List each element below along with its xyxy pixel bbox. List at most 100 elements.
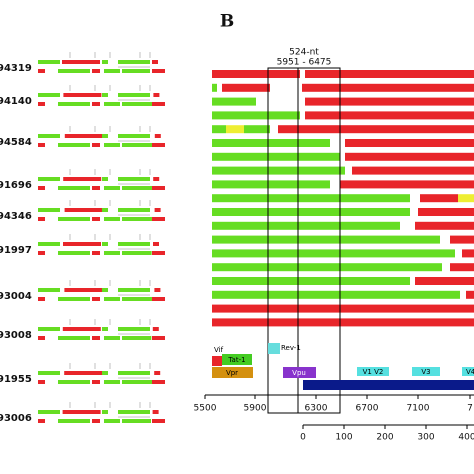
segment [340, 180, 474, 189]
segment [102, 288, 108, 292]
segment [38, 217, 45, 221]
segment [212, 111, 300, 120]
segment [102, 242, 108, 246]
gene-label: V1 V2 [363, 368, 384, 376]
segment [92, 297, 100, 301]
segment [305, 111, 474, 120]
segment [152, 60, 158, 64]
segment [102, 410, 108, 414]
segment [122, 69, 150, 73]
segment [58, 186, 90, 190]
segment [122, 102, 153, 106]
segment [345, 139, 474, 147]
segment [58, 217, 90, 221]
segment [466, 290, 474, 299]
segment [152, 419, 165, 423]
tick-label: 7100 [407, 404, 430, 414]
gene-label: Tat-1 [227, 356, 245, 364]
segment [38, 69, 45, 73]
segment [152, 186, 165, 190]
segment [154, 208, 161, 212]
segment [62, 327, 101, 331]
segment [118, 288, 150, 292]
segment [58, 143, 90, 147]
window-length: 524-nt [289, 48, 319, 58]
segment [153, 93, 160, 97]
tick-label: 7 [467, 404, 473, 414]
gene-box [212, 356, 222, 366]
segment [152, 336, 165, 340]
segment [38, 93, 60, 97]
gene-label: Vif [214, 346, 224, 354]
segment [58, 69, 90, 73]
segment [38, 242, 60, 246]
tick-label: 6700 [356, 404, 379, 414]
window-box [267, 67, 341, 414]
segment [92, 69, 100, 73]
segment [102, 371, 108, 375]
segment [104, 102, 120, 106]
segment [305, 70, 474, 78]
segment [153, 242, 159, 246]
segment [38, 380, 45, 384]
segment [345, 152, 474, 161]
segment [62, 410, 101, 414]
segment [305, 97, 474, 106]
segment [104, 143, 120, 147]
tick-label: 0 [300, 433, 306, 443]
segment [63, 93, 102, 97]
segment [122, 380, 154, 384]
segment [420, 194, 458, 203]
segment [58, 419, 90, 423]
sample-label: 94319 [0, 63, 32, 74]
segment [38, 336, 45, 340]
segment [63, 177, 102, 181]
segment [38, 60, 60, 64]
segment [154, 134, 161, 138]
segment [64, 371, 103, 375]
segment [104, 251, 120, 255]
segment [38, 371, 60, 375]
segment [104, 336, 120, 340]
segment [152, 143, 165, 147]
segment [352, 166, 474, 175]
segment [152, 327, 159, 331]
segment [118, 242, 150, 246]
panel-label: B [220, 12, 234, 32]
gene-label: V4 [466, 368, 474, 376]
segment [118, 134, 150, 138]
segment [212, 249, 455, 258]
segment [244, 125, 270, 134]
tick-label: 5900 [244, 404, 267, 414]
segment [38, 419, 45, 423]
segment [38, 297, 45, 301]
segment [122, 217, 155, 221]
segment [450, 235, 474, 244]
segment [122, 251, 152, 255]
segment [58, 297, 90, 301]
segment [153, 177, 160, 181]
segment [64, 288, 103, 292]
segment [302, 83, 474, 92]
segment [104, 419, 120, 423]
window-range: 5951 - 6475 [277, 58, 332, 68]
sample-label: 91997 [0, 245, 32, 256]
segment [118, 327, 150, 331]
segment [212, 263, 442, 272]
segment [102, 327, 108, 331]
segment [212, 125, 226, 134]
segment [118, 177, 150, 181]
gene-box [462, 367, 474, 376]
segment [278, 125, 474, 134]
segment [92, 251, 100, 255]
gene-label: Vpr [226, 369, 238, 377]
sample-label: 94346 [0, 211, 32, 222]
tick-label: 400 [458, 433, 474, 443]
gene-label: Vpu [292, 369, 306, 377]
segment [64, 208, 103, 212]
segment [118, 371, 150, 375]
sample-label: 94584 [0, 137, 32, 148]
segment [92, 143, 100, 147]
segment [38, 177, 60, 181]
sample-label: 94140 [0, 96, 32, 107]
